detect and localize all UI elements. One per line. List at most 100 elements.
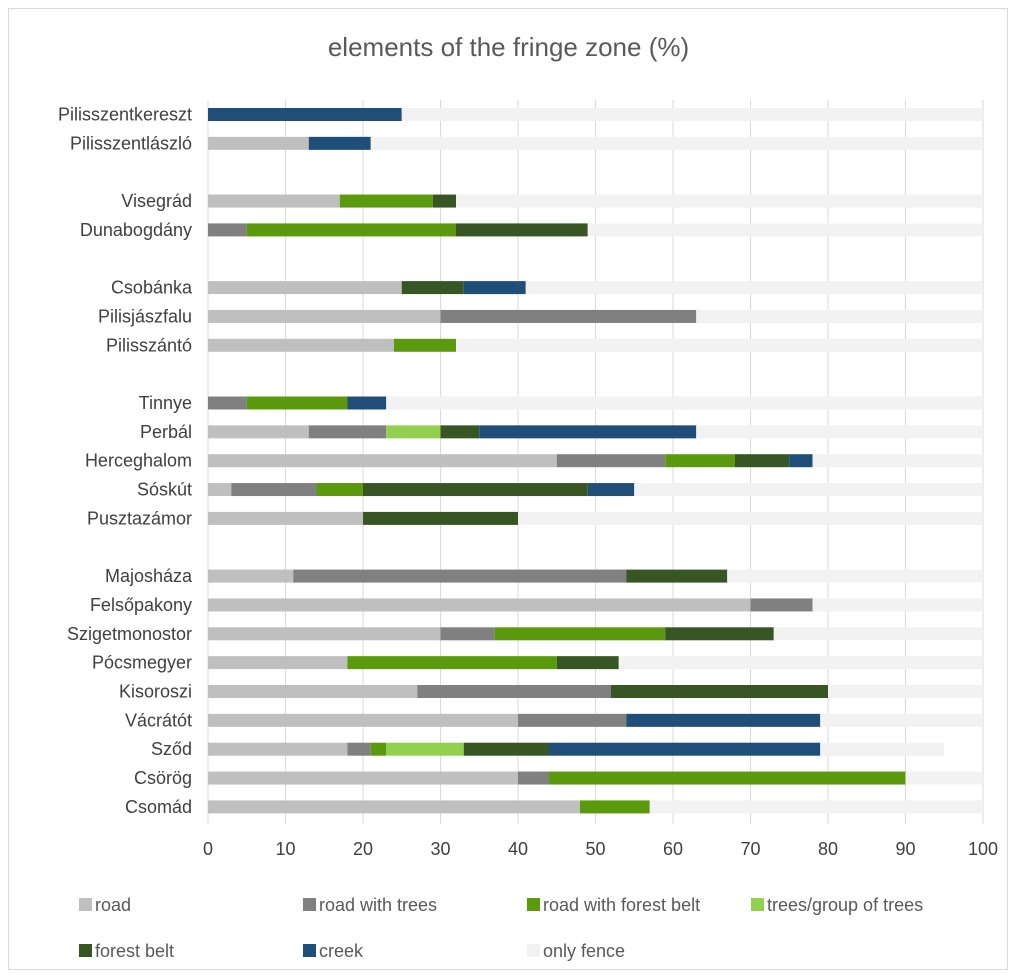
bar-segment xyxy=(208,396,247,410)
legend-label: road with forest belt xyxy=(543,895,700,915)
bar-segment xyxy=(208,771,518,785)
category-label: Vácrátót xyxy=(125,710,192,730)
bar-segment xyxy=(208,338,394,352)
bar-segment xyxy=(370,742,387,756)
bar-segment xyxy=(417,685,611,698)
bar-segment xyxy=(208,223,247,237)
category-label: Pilisszentkereszt xyxy=(58,105,192,125)
bar-segment xyxy=(665,627,774,641)
bar-segment xyxy=(308,425,387,439)
x-tick-label: 0 xyxy=(203,839,213,859)
x-tick-label: 30 xyxy=(430,839,450,859)
bar-segment xyxy=(549,742,821,756)
legend-label: creek xyxy=(319,941,364,961)
bar-segment xyxy=(208,627,441,641)
bar-segment xyxy=(432,194,456,208)
bar-segment xyxy=(347,742,371,756)
legend-label: forest belt xyxy=(95,941,174,961)
bar-segment xyxy=(231,483,317,497)
category-label: Szigetmonostor xyxy=(67,624,192,644)
bar-segment xyxy=(246,396,348,410)
bar-segment xyxy=(735,454,790,468)
bar-segment xyxy=(347,656,557,670)
category-label: Pócsmegyer xyxy=(92,653,192,673)
legend-swatch xyxy=(303,944,316,957)
legend-label: only fence xyxy=(543,941,625,961)
legend-label: road with trees xyxy=(319,895,437,915)
bar-segment xyxy=(401,108,983,121)
bar-segment xyxy=(494,627,666,641)
x-tick-label: 100 xyxy=(968,839,998,859)
category-label: Csörög xyxy=(134,768,192,788)
bar-segment xyxy=(363,511,518,525)
x-tick-label: 70 xyxy=(740,839,760,859)
category-label: Herceghalom xyxy=(85,451,192,471)
bar-segment xyxy=(208,656,348,670)
bar-segment xyxy=(611,685,828,698)
bar-segment xyxy=(820,713,983,727)
bar-segment xyxy=(208,108,402,121)
bar-segment xyxy=(339,194,433,208)
legend-swatch xyxy=(527,944,540,957)
bar-segment xyxy=(386,425,441,439)
bar-segment xyxy=(208,598,751,612)
category-label: Felsőpakony xyxy=(90,595,192,615)
bar-segment xyxy=(456,194,983,208)
bar-segment xyxy=(386,396,983,410)
x-tick-label: 80 xyxy=(818,839,838,859)
bar-segment xyxy=(440,309,697,323)
bar-segment xyxy=(208,483,232,497)
bar-segment xyxy=(370,136,983,150)
x-tick-label: 20 xyxy=(353,839,373,859)
bar-segment xyxy=(634,483,983,497)
bar-segment xyxy=(820,742,945,756)
category-label: Visegrád xyxy=(121,191,192,211)
bar-segment xyxy=(556,656,619,670)
category-label: Perbál xyxy=(140,422,192,442)
bar-segment xyxy=(456,223,588,237)
x-tick-label: 90 xyxy=(895,839,915,859)
bar-segment xyxy=(479,425,697,439)
bar-segment xyxy=(208,309,441,323)
bar-segment xyxy=(727,569,983,583)
bar-segment xyxy=(463,742,549,756)
bar-segment xyxy=(208,194,340,208)
bar-segment xyxy=(386,742,464,756)
bar-segment xyxy=(440,425,480,439)
bar-segment xyxy=(208,742,348,756)
bar-segment xyxy=(208,800,580,814)
bar-segment xyxy=(587,223,983,237)
legend-swatch xyxy=(527,898,540,911)
bar-segment xyxy=(789,454,813,468)
bar-segment xyxy=(618,656,983,670)
bar-segment xyxy=(463,281,526,295)
bar-segment xyxy=(208,511,363,525)
x-tick-label: 60 xyxy=(663,839,683,859)
bar-segment xyxy=(905,771,983,785)
chart-title: elements of the fringe zone (%) xyxy=(327,32,690,62)
bar-segment xyxy=(208,136,309,150)
bar-segment xyxy=(518,771,549,785)
bar-segment xyxy=(308,136,371,150)
bar-segment xyxy=(208,685,418,698)
x-tick-label: 50 xyxy=(585,839,605,859)
bar-segment xyxy=(293,569,627,583)
bar-segment xyxy=(649,800,983,814)
bar-segment xyxy=(401,281,464,295)
legend-swatch xyxy=(79,898,92,911)
bar-segment xyxy=(556,454,666,468)
category-label: Kisoroszi xyxy=(119,682,192,702)
bar-segment xyxy=(812,598,983,612)
bar-segment xyxy=(812,454,983,468)
bar-segment xyxy=(208,713,518,727)
bar-segment xyxy=(626,713,821,727)
category-label: Pilisjászfalu xyxy=(98,306,192,326)
bar-segment xyxy=(750,598,813,612)
legend-label: road xyxy=(95,895,131,915)
bar-segment xyxy=(208,569,294,583)
bar-segment xyxy=(316,483,363,497)
bar-segment xyxy=(456,338,983,352)
legend-swatch xyxy=(303,898,316,911)
bar-segment xyxy=(208,454,557,468)
